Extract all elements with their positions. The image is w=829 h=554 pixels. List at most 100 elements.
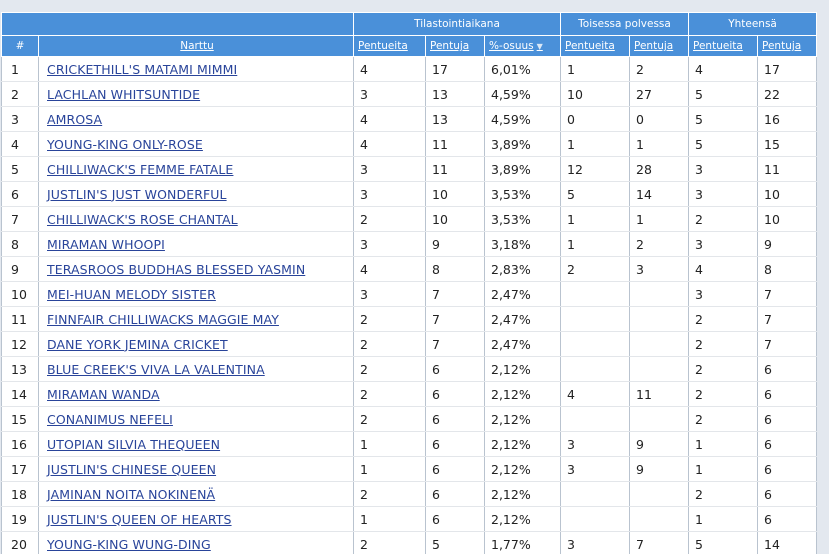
- pentuja-period-cell: 10: [425, 181, 485, 207]
- osuus-cell: 2,12%: [484, 406, 561, 432]
- dog-name-link[interactable]: CRICKETHILL'S MATAMI MIMMI: [47, 61, 238, 77]
- dog-name-link[interactable]: JAMINAN NOITA NOKINENÄ: [47, 486, 216, 502]
- rank-cell: 3: [1, 106, 39, 132]
- dog-name-link[interactable]: UTOPIAN SILVIA THEQUEEN: [47, 436, 221, 452]
- pentueita-total-cell: 3: [688, 181, 759, 207]
- column-header-pentuja-period[interactable]: Pentuja: [425, 35, 485, 57]
- pentuja-second-cell: [628, 356, 690, 382]
- pentuja-period-cell: 6: [425, 356, 485, 382]
- osuus-cell: 3,53%: [484, 181, 561, 207]
- table-row: 6 JUSTLIN'S JUST WONDERFUL 3 10 3,53% 5 14 3 10: [1, 181, 818, 207]
- dog-name-link[interactable]: YOUNG-KING ONLY-ROSE: [47, 136, 203, 152]
- pentuja-period-cell: 17: [425, 56, 485, 82]
- dog-name-link[interactable]: MIRAMAN WHOOPI: [47, 236, 165, 252]
- pentueita-period-cell: 1: [353, 431, 426, 457]
- rank-cell: 6: [1, 181, 39, 207]
- name-cell: UTOPIAN SILVIA THEQUEEN: [38, 431, 354, 457]
- pentueita-total-cell: 2: [688, 331, 759, 357]
- pentuja-total-cell: 7: [757, 281, 818, 307]
- pentuja-total-cell: 10: [757, 206, 818, 232]
- pentuja-total-cell: 6: [757, 406, 818, 432]
- pentueita-total-cell: 5: [688, 531, 759, 554]
- pentuja-period-cell: 6: [425, 381, 485, 407]
- rank-cell: 12: [1, 331, 39, 357]
- pentueita-total-cell: 1: [688, 431, 759, 457]
- rank-cell: 7: [1, 206, 39, 232]
- dog-name-link[interactable]: BLUE CREEK'S VIVA LA VALENTINA: [47, 361, 265, 377]
- dog-name-link[interactable]: CHILLIWACK'S ROSE CHANTAL: [47, 211, 238, 227]
- pentueita-period-cell: 3: [353, 231, 426, 257]
- dog-name-link[interactable]: TERASROOS BUDDHAS BLESSED YASMIN: [47, 261, 306, 277]
- dog-name-link[interactable]: FINNFAIR CHILLIWACKS MAGGIE MAY: [47, 311, 279, 327]
- pentueita-total-cell: 5: [688, 106, 759, 132]
- dog-name-link[interactable]: MEI-HUAN MELODY SISTER: [47, 286, 216, 302]
- pentueita-period-cell: 2: [353, 406, 426, 432]
- column-header-osuus[interactable]: %-osuus ▼: [484, 35, 561, 57]
- dog-name-link[interactable]: CONANIMUS NEFELI: [47, 411, 173, 427]
- pentuja-second-cell: [628, 481, 690, 507]
- rank-cell: 1: [1, 56, 39, 82]
- pentueita-total-cell: 3: [688, 156, 759, 182]
- rank-cell: 9: [1, 256, 39, 282]
- pentuja-total-cell: 22: [757, 81, 818, 107]
- rank-cell: 14: [1, 381, 39, 407]
- osuus-cell: 2,12%: [484, 506, 561, 532]
- pentueita-total-cell: 3: [688, 231, 759, 257]
- name-cell: FINNFAIR CHILLIWACKS MAGGIE MAY: [38, 306, 354, 332]
- pentueita-second-cell: 1: [560, 56, 630, 82]
- pentueita-second-cell: 5: [560, 181, 630, 207]
- rank-cell: 2: [1, 81, 39, 107]
- column-header-pentuja-total[interactable]: Pentuja: [757, 35, 818, 57]
- dog-name-link[interactable]: JUSTLIN'S QUEEN OF HEARTS: [47, 511, 232, 527]
- pentuja-period-cell: 6: [425, 431, 485, 457]
- dog-name-link[interactable]: MIRAMAN WANDA: [47, 386, 160, 402]
- pentuja-second-cell: 0: [628, 106, 690, 132]
- name-cell: MIRAMAN WHOOPI: [38, 231, 354, 257]
- header-group-period: Tilastointiaikana: [353, 12, 561, 36]
- pentuja-second-cell: 1: [628, 131, 690, 157]
- dog-name-link[interactable]: YOUNG-KING WUNG-DING: [47, 536, 211, 552]
- name-cell: BLUE CREEK'S VIVA LA VALENTINA: [38, 356, 354, 382]
- dog-name-link[interactable]: LACHLAN WHITSUNTIDE: [47, 86, 201, 102]
- rank-cell: 10: [1, 281, 39, 307]
- dog-name-link[interactable]: CHILLIWACK'S FEMME FATALE: [47, 161, 234, 177]
- pentueita-period-cell: 3: [353, 156, 426, 182]
- pentuja-total-cell: 6: [757, 381, 818, 407]
- dog-name-link[interactable]: JUSTLIN'S CHINESE QUEEN: [47, 461, 217, 477]
- pentueita-total-cell: 2: [688, 406, 759, 432]
- pentuja-total-cell: 6: [757, 456, 818, 482]
- pentueita-period-cell: 2: [353, 356, 426, 382]
- table-row: 18 JAMINAN NOITA NOKINENÄ 2 6 2,12% 2 6: [1, 481, 818, 507]
- column-header-narttu[interactable]: Narttu: [38, 35, 354, 57]
- dog-name-link[interactable]: JUSTLIN'S JUST WONDERFUL: [47, 186, 227, 202]
- table-row: 20 YOUNG-KING WUNG-DING 2 5 1,77% 3 7 5 14: [1, 531, 818, 554]
- name-cell: CONANIMUS NEFELI: [38, 406, 354, 432]
- rank-cell: 4: [1, 131, 39, 157]
- pentueita-total-cell: 4: [688, 256, 759, 282]
- column-header-pentueita-second[interactable]: Pentueita: [560, 35, 630, 57]
- name-cell: YOUNG-KING WUNG-DING: [38, 531, 354, 554]
- statistics-table: Tilastointiaikana Toisessa polvessa Yhte…: [1, 12, 818, 554]
- dog-name-link[interactable]: DANE YORK JEMINA CRICKET: [47, 336, 228, 352]
- osuus-cell: 3,53%: [484, 206, 561, 232]
- pentueita-period-cell: 3: [353, 181, 426, 207]
- column-header-pentueita-total[interactable]: Pentueita: [688, 35, 759, 57]
- rank-cell: 18: [1, 481, 39, 507]
- table-row: 7 CHILLIWACK'S ROSE CHANTAL 2 10 3,53% 1 1 2 10: [1, 206, 818, 232]
- pentueita-period-cell: 4: [353, 56, 426, 82]
- osuus-cell: 3,18%: [484, 231, 561, 257]
- pentueita-period-cell: 1: [353, 506, 426, 532]
- pentueita-period-cell: 4: [353, 131, 426, 157]
- table-row: 17 JUSTLIN'S CHINESE QUEEN 1 6 2,12% 3 9 1 6: [1, 456, 818, 482]
- dog-name-link[interactable]: AMROSA: [47, 111, 103, 127]
- osuus-cell: 3,89%: [484, 156, 561, 182]
- osuus-cell: 4,59%: [484, 106, 561, 132]
- pentuja-second-cell: 1: [628, 206, 690, 232]
- column-header-pentuja-second[interactable]: Pentuja: [628, 35, 690, 57]
- table-row: 3 AMROSA 4 13 4,59% 0 0 5 16: [1, 106, 818, 132]
- pentueita-total-cell: 2: [688, 381, 759, 407]
- column-header-pentueita-period[interactable]: Pentueita: [353, 35, 426, 57]
- pentueita-period-cell: 4: [353, 106, 426, 132]
- pentuja-total-cell: 10: [757, 181, 818, 207]
- pentueita-period-cell: 3: [353, 281, 426, 307]
